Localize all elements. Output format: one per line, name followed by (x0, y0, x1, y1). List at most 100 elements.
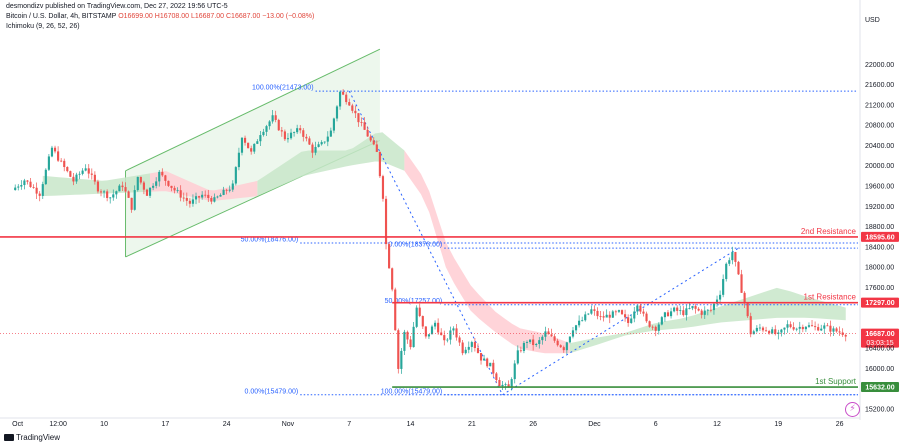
candle-body (60, 160, 63, 162)
candle-body (348, 102, 351, 106)
candle-body (136, 176, 139, 191)
candle-body (286, 138, 290, 140)
candle-body (188, 200, 191, 204)
candle-body (473, 342, 476, 349)
candle-body (204, 194, 207, 196)
tradingview-logo[interactable]: TradingView (4, 433, 60, 442)
candle-body (277, 119, 280, 131)
candle-body (771, 329, 774, 334)
candle-body (296, 128, 299, 133)
candle-body (489, 362, 492, 367)
ichimoku-cloud-bear-0 (150, 171, 258, 201)
candle-body (265, 126, 268, 132)
candle-body (210, 197, 213, 202)
candle-body (669, 311, 673, 317)
candle-body (17, 186, 20, 188)
lightning-icon[interactable]: ⚡ (845, 402, 860, 417)
candle-body (516, 350, 519, 364)
candle-body (403, 331, 406, 351)
candle-body (216, 196, 219, 198)
candle-body (660, 317, 663, 325)
candle-body (568, 336, 571, 343)
candle-body (139, 176, 142, 183)
fib-level-label-1: 50.00%(18476.00) (241, 236, 299, 243)
candle-body (280, 130, 283, 132)
candle-body (458, 337, 461, 343)
candle-body (737, 261, 740, 275)
candle-body (663, 312, 666, 318)
candle-body (602, 316, 605, 318)
candle-body (464, 349, 467, 354)
candle-body (127, 191, 130, 198)
last-price-label: 16687.00 (865, 331, 894, 338)
candle-body (605, 314, 608, 318)
candle-body (93, 174, 96, 182)
candle-body (148, 187, 152, 196)
fib-trend-line-1 (502, 247, 739, 396)
x-tick-label: 26 (529, 421, 537, 428)
publisher-line: desmondizv published on TradingView.com,… (6, 3, 228, 10)
candle-body (253, 143, 256, 152)
candle-body (66, 167, 69, 172)
y-tick-label: 18400.00 (865, 244, 894, 251)
candle-body (547, 331, 550, 335)
candle-body (712, 303, 716, 311)
candle-body (433, 322, 437, 327)
candle-body (774, 329, 777, 334)
candle-body (437, 322, 440, 333)
candle-body (486, 358, 489, 367)
candle-body (161, 171, 164, 176)
candle-body (378, 151, 381, 177)
x-tick-label: 6 (654, 421, 658, 428)
candle-body (639, 305, 642, 312)
candle-body (381, 176, 385, 199)
candle-body (102, 191, 106, 193)
candle-body (191, 199, 195, 204)
candle-body (565, 342, 568, 351)
candle-body (599, 316, 602, 317)
candle-body (329, 130, 332, 137)
candle-body (820, 328, 823, 331)
candle-body (829, 325, 832, 332)
candle-body (430, 326, 434, 335)
candle-body (783, 327, 786, 330)
candle-body (271, 115, 274, 122)
candle-body (338, 91, 342, 107)
candle-body (814, 326, 817, 328)
candle-body (228, 189, 231, 191)
candle-body (72, 176, 75, 182)
x-tick-label: 7 (347, 421, 351, 428)
candle-body (75, 174, 78, 182)
candle-body (176, 190, 179, 192)
candle-body (167, 180, 170, 186)
x-tick-label: 17 (161, 421, 169, 428)
last-price-tag (861, 328, 899, 348)
candle-body (14, 187, 17, 191)
candle-body (311, 144, 314, 153)
x-tick-label: 10 (100, 421, 108, 428)
candle-body (283, 131, 286, 140)
candle-body (262, 131, 265, 136)
candle-body (817, 327, 820, 331)
candle-body (461, 342, 464, 354)
candle-body (289, 132, 293, 139)
candle-body (679, 310, 682, 312)
candle-body (715, 299, 719, 304)
candle-body (173, 187, 176, 191)
y-tick-label: 17600.00 (865, 285, 894, 292)
candle-body (308, 138, 311, 145)
candle-body (501, 384, 504, 387)
level-price-label-2: 15632.00 (865, 385, 894, 392)
indicator-line: Ichimoku (9, 26, 52, 26) (6, 23, 80, 30)
candle-body (593, 309, 596, 311)
candle-body (234, 167, 237, 184)
level-price-tag-1 (861, 297, 899, 308)
level-price-label-1: 17297.00 (865, 300, 894, 307)
x-tick-label: 19 (774, 421, 782, 428)
candle-body (293, 132, 296, 133)
candle-body (768, 331, 771, 334)
y-tick-label: 16400.00 (865, 346, 894, 353)
candle-body (801, 326, 804, 330)
candle-body (182, 197, 185, 199)
